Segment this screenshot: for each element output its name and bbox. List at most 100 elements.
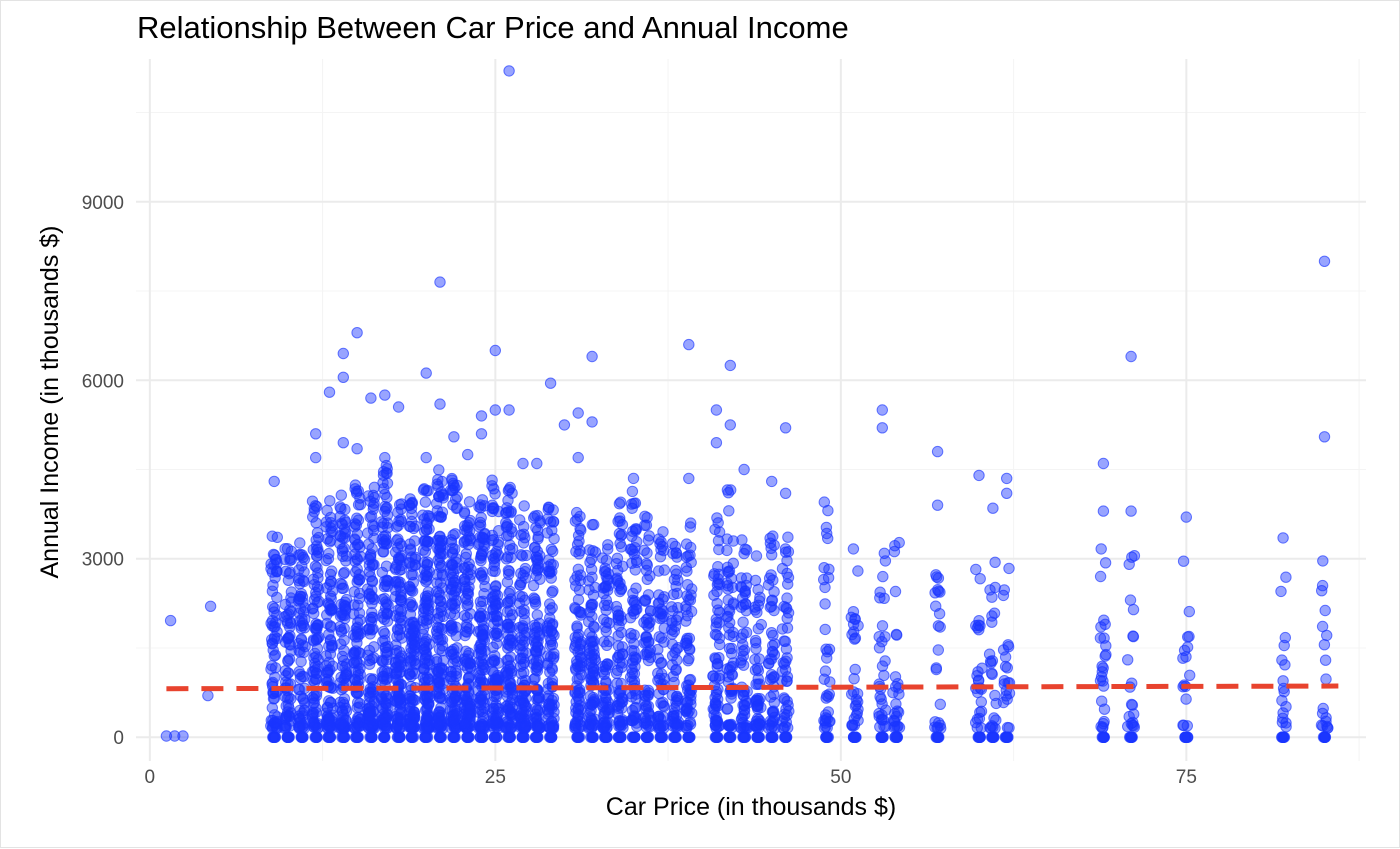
data-point (445, 665, 457, 678)
data-point (518, 500, 530, 512)
data-point (999, 651, 1012, 663)
data-point (463, 581, 475, 593)
data-point (638, 689, 650, 702)
data-point (377, 546, 389, 558)
data-point (306, 603, 319, 615)
data-point (670, 547, 682, 559)
data-point (379, 696, 391, 709)
data-point (1180, 511, 1193, 523)
data-point (587, 641, 599, 653)
data-point (572, 646, 584, 658)
data-point (708, 570, 720, 582)
data-point (323, 547, 335, 560)
data-point (296, 617, 309, 629)
data-point (335, 503, 347, 515)
data-point (1003, 562, 1015, 575)
data-point (279, 598, 291, 611)
data-point (587, 545, 599, 557)
data-point (583, 575, 595, 587)
data-point (737, 599, 749, 611)
data-point (932, 572, 945, 584)
x-tick-label: 25 (485, 767, 506, 788)
data-point (435, 595, 447, 607)
data-point (572, 407, 584, 419)
data-point (764, 537, 777, 549)
data-point (403, 668, 416, 681)
data-point (325, 517, 337, 529)
data-point (602, 543, 614, 555)
data-point (1002, 641, 1015, 653)
data-point (739, 700, 751, 712)
data-point (489, 629, 501, 641)
data-point (265, 563, 277, 575)
data-point (285, 693, 297, 705)
data-point (724, 419, 736, 431)
data-point (597, 699, 609, 711)
data-point (640, 731, 653, 743)
data-point (531, 626, 543, 638)
data-point (394, 652, 406, 664)
data-point (778, 693, 791, 706)
data-point (586, 416, 598, 428)
data-point (310, 451, 322, 464)
data-point (626, 557, 638, 569)
data-point (376, 593, 389, 606)
data-point (447, 529, 459, 541)
data-point (721, 703, 733, 715)
data-point (528, 658, 540, 670)
data-point (348, 586, 360, 598)
data-point (711, 512, 723, 524)
data-point (404, 520, 417, 533)
data-point (683, 652, 695, 665)
data-point (434, 276, 446, 288)
data-point (601, 658, 613, 670)
data-point (337, 347, 349, 360)
data-point (1319, 604, 1331, 617)
data-point (531, 609, 543, 621)
data-point (164, 614, 177, 627)
data-point (1123, 558, 1135, 570)
data-point (517, 537, 530, 549)
data-point (320, 707, 332, 719)
data-point (1277, 532, 1289, 544)
data-point (366, 597, 378, 610)
data-point (473, 521, 485, 533)
data-point (638, 544, 650, 556)
data-point (337, 371, 349, 383)
data-point (782, 531, 794, 543)
data-point (889, 585, 902, 598)
data-point (518, 630, 531, 642)
data-point (377, 477, 389, 489)
data-point (681, 579, 694, 591)
data-point (586, 656, 598, 668)
data-point (476, 531, 488, 543)
data-point (684, 594, 697, 606)
data-point (420, 451, 432, 464)
data-point (543, 721, 555, 734)
data-point (571, 570, 583, 582)
data-point (971, 722, 983, 734)
y-axis-title: Annual Income (in thousands $) (36, 226, 64, 579)
data-point (419, 602, 431, 615)
data-point (311, 544, 323, 556)
data-point (571, 622, 583, 634)
data-point (763, 657, 775, 669)
data-point (1318, 255, 1331, 267)
x-tick-label: 75 (1176, 767, 1197, 788)
data-point (268, 475, 280, 488)
data-point (725, 731, 737, 743)
data-point (486, 502, 499, 514)
data-point (738, 463, 750, 476)
data-point (489, 404, 501, 416)
data-point (613, 620, 625, 632)
data-point (268, 602, 281, 615)
data-point (324, 568, 337, 581)
data-point (546, 674, 559, 686)
data-point (404, 583, 416, 595)
data-point (349, 483, 361, 495)
data-point (628, 608, 640, 620)
data-point (434, 536, 446, 549)
data-point (1316, 707, 1329, 720)
data-point (598, 599, 611, 611)
data-point (420, 485, 433, 497)
